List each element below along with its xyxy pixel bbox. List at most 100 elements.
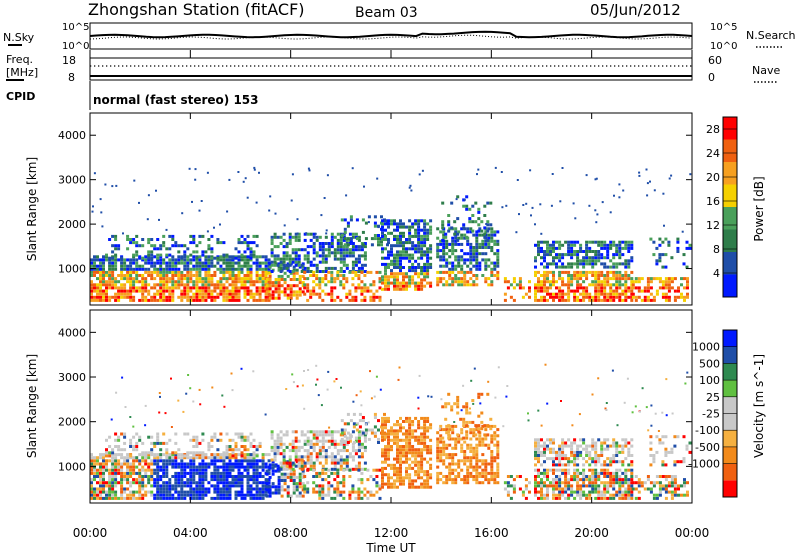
velocity-cell-304 [165,462,169,466]
power-cell-1845 [490,246,494,249]
power-cell-323 [171,270,175,274]
velocity-cell-1449 [393,432,396,436]
velocity-cell-2099 [588,493,592,497]
velocity-cell-1881 [496,434,500,438]
velocity-cell-960 [270,449,274,453]
velocity-cell-744 [132,445,136,448]
power-cell-1833 [487,242,491,246]
power-cell-2134 [606,277,610,281]
velocity-cell-1611 [423,429,427,433]
power-cell-1553 [417,266,421,269]
velocity-cell-56 [102,478,105,482]
power-cell-2282 [576,262,580,266]
velocity-cell-358 [180,481,184,485]
power-cell-723 [114,253,118,257]
velocity-cell-1647 [436,465,440,469]
power-cell-1477 [402,275,405,279]
velocity-cell-989 [279,430,283,434]
power-speckle-67 [194,178,197,181]
power-speckle-14 [194,168,197,171]
power-cell-750 [147,253,151,257]
power-cell-421 [195,264,199,268]
power-cell-1190 [303,292,307,296]
power-cell-107 [114,267,118,271]
velocity-cell-2191 [621,471,625,475]
velocity-cell-1426 [387,416,390,420]
velocity-cell-966 [273,458,277,462]
velocity-cell-2194 [624,490,628,494]
velocity-cell-2184 [618,468,622,472]
velocity-cell-2176 [618,496,622,500]
power-cell-1098 [333,254,337,258]
power-cell-1427 [393,256,396,260]
power-cell-64 [102,255,105,259]
velocity-cell-60 [102,465,105,469]
velocity-cell-1103 [321,430,325,434]
power-cell-476 [207,261,211,265]
power-cell-87 [108,258,112,262]
velocity-cell-1556 [414,463,418,467]
velocity-cell-786 [186,432,190,436]
velocity-cell-1795 [475,459,479,463]
velocity-cell-292 [162,459,166,463]
power-cell-677 [261,298,265,302]
velocity-cell-354 [180,493,184,497]
power-cell-1073 [321,245,325,249]
velocity-cell-1618 [426,479,430,483]
velocity-cell-220 [144,462,148,466]
power-cell-1987 [546,277,549,281]
velocity-cell-386 [186,465,190,469]
velocity-cell-632 [246,459,250,463]
velocity-cell-347 [177,475,181,478]
power-cell-746 [141,256,145,260]
power-cell-1061 [318,260,322,264]
power-cell-1938 [512,277,516,281]
velocity-cell-1155 [342,458,346,462]
velocity-cell-1640 [429,438,433,442]
velocity-cell-1815 [481,475,485,478]
velocity-cell-315 [168,459,172,463]
power-cell-1238 [330,274,334,277]
power-cell-531 [222,255,226,259]
velocity-cell-545 [225,475,229,478]
velocity-cell-1471 [399,482,402,486]
velocity-cell-122 [120,496,124,500]
velocity-cell-1345 [355,422,359,426]
power-cell-675 [258,261,262,265]
power-cell-2368 [618,250,622,253]
power-cell-335 [174,264,178,268]
power-cell-1124 [342,260,346,264]
power-cell-895 [283,281,287,285]
velocity-cell-597 [237,459,241,463]
velocity-cell-252 [153,456,157,460]
velocity-cell-37 [99,496,102,500]
power-cell-994 [288,242,292,245]
power-cell-1860 [496,277,500,281]
power-cell-2324 [597,259,601,263]
power-cell-530 [222,258,226,262]
velocity-cell-1983 [540,490,543,494]
power-cell-652 [255,298,259,302]
power-cell-1773 [472,283,476,287]
velocity-cell-298 [165,484,169,488]
velocity-cell-1454 [396,476,399,480]
velocity-cell-1630 [426,416,430,420]
power-cell-362 [183,292,187,296]
power-speckle-90 [638,174,641,177]
velocity-cell-154 [126,462,130,466]
power-cell-1369 [381,228,384,232]
power-cell-1627 [429,228,433,232]
power-cell-1927 [503,298,507,302]
velocity-cell-21 [93,468,96,472]
power-cell-1997 [552,295,555,299]
power-cell-2053 [576,286,580,290]
velocity-cell-1189 [354,436,358,440]
power-cell-1925 [489,223,493,227]
velocity-cell-1726 [454,424,458,428]
power-cell-2458 [670,277,674,281]
velocity-cell-135 [120,453,124,457]
velocity-cell-2032 [558,475,562,478]
power-cell-1193 [303,277,307,281]
power-cell-1836 [487,233,491,237]
power-speckle-34 [253,168,256,171]
